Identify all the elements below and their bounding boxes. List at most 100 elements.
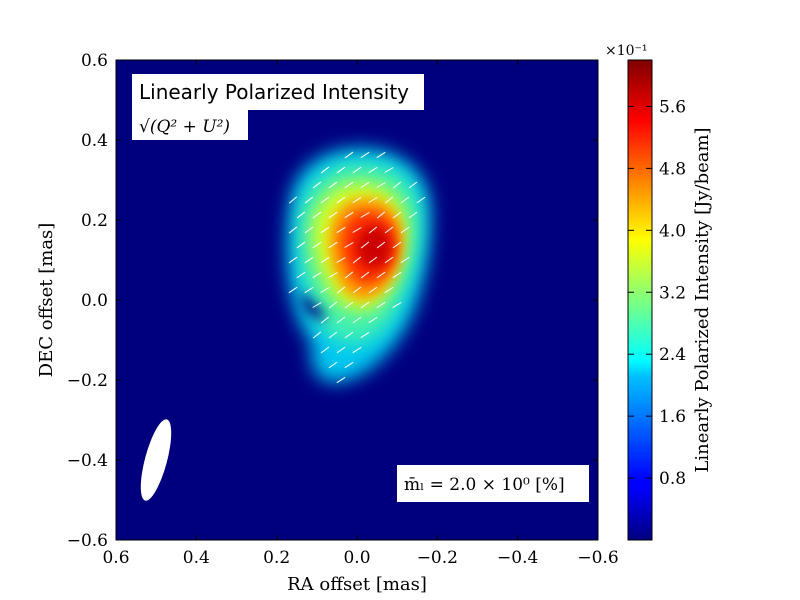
evpa-tick	[344, 331, 354, 339]
evpa-tick	[368, 166, 378, 174]
colorbar	[627, 59, 653, 541]
evpa-tick	[328, 241, 338, 249]
y-tick-label: 0.4	[81, 131, 108, 151]
y-axis-title: DEC offset [mas]	[36, 223, 57, 378]
evpa-tick	[352, 227, 362, 233]
colorbar-tick-label: 2.4	[659, 345, 686, 365]
evpa-tick	[352, 286, 362, 294]
evpa-tick	[296, 211, 306, 219]
evpa-tick	[344, 181, 354, 189]
colorbar-tick-label: 3.2	[659, 283, 686, 303]
evpa-tick	[312, 241, 322, 249]
evpa-tick	[296, 241, 306, 249]
x-tick-label: −0.4	[497, 548, 538, 568]
evpa-tick	[400, 226, 410, 234]
colorbar-tick-label: 4.8	[659, 159, 686, 179]
evpa-tick	[384, 167, 394, 173]
colorbar-tick-label: 1.6	[659, 407, 686, 427]
evpa-tick	[328, 361, 338, 369]
evpa-tick	[304, 256, 314, 264]
evpa-tick	[408, 181, 418, 189]
evpa-tick	[344, 361, 354, 369]
subtitle-box	[132, 110, 248, 140]
evpa-tick	[336, 316, 346, 324]
evpa-tick	[344, 242, 354, 248]
evpa-tick	[368, 226, 378, 234]
evpa-tick	[360, 241, 370, 249]
evpa-tick	[376, 211, 386, 219]
colorbar-tick-label: 0.8	[659, 469, 686, 489]
evpa-tick	[384, 196, 394, 204]
evpa-tick	[360, 181, 370, 189]
evpa-tick	[336, 257, 346, 263]
evpa-tick	[352, 346, 362, 354]
evpa-tick	[320, 316, 330, 324]
evpa-tick	[368, 197, 378, 203]
evpa-tick	[336, 376, 346, 384]
axis-ticks: 0.6 0.4 0.2 0.0 −0.2 −0.4 −0.6 −0.6 −0.4 −0.2 0.0 0…	[67, 51, 619, 568]
evpa-tick	[336, 286, 346, 294]
y-tick-label: −0.6	[67, 531, 108, 551]
evpa-tick	[336, 196, 346, 204]
evpa-tick	[360, 151, 370, 159]
evpa-vectors	[288, 151, 426, 384]
evpa-tick	[328, 181, 338, 189]
evpa-tick	[376, 271, 386, 279]
evpa-tick	[344, 271, 354, 279]
evpa-tick	[336, 346, 346, 354]
evpa-tick	[376, 301, 386, 309]
evpa-tick	[392, 301, 402, 309]
beam-ellipse	[140, 419, 172, 501]
chart-title: Linearly Polarized Intensity	[139, 80, 409, 104]
evpa-tick	[392, 271, 402, 279]
evpa-tick	[312, 271, 322, 279]
y-tick-label: 0.2	[81, 211, 108, 231]
evpa-tick	[352, 316, 362, 324]
evpa-tick	[400, 256, 410, 264]
stat-box	[397, 465, 589, 502]
evpa-tick	[304, 226, 314, 234]
evpa-tick	[360, 301, 370, 309]
evpa-tick	[320, 196, 330, 204]
x-tick-label: 0.6	[102, 548, 129, 568]
x-tick-label: 0.4	[183, 548, 210, 568]
evpa-tick	[408, 211, 418, 219]
evpa-tick	[320, 287, 330, 293]
evpa-tick	[392, 241, 402, 249]
evpa-tick	[368, 286, 378, 294]
evpa-tick	[360, 331, 370, 339]
evpa-tick	[400, 196, 410, 204]
evpa-tick	[376, 241, 386, 249]
x-tick-label: −0.6	[577, 548, 618, 568]
evpa-tick	[288, 286, 298, 294]
colorbar-tick-label: 4.0	[659, 221, 686, 241]
evpa-tick	[384, 286, 394, 294]
evpa-tick	[344, 301, 354, 309]
colorbar-label: Linearly Polarized Intensity [Jy/beam]	[692, 127, 713, 472]
y-tick-label: 0.6	[81, 51, 108, 71]
evpa-tick	[416, 196, 426, 204]
evpa-tick	[368, 316, 378, 324]
evpa-tick	[336, 166, 346, 174]
y-tick-label: −0.2	[67, 371, 108, 391]
evpa-tick	[376, 182, 386, 188]
evpa-tick	[312, 302, 322, 308]
evpa-tick	[296, 271, 306, 279]
evpa-tick	[288, 256, 298, 264]
evpa-tick	[392, 211, 402, 219]
evpa-tick	[304, 196, 314, 204]
evpa-tick	[288, 196, 298, 204]
evpa-tick	[328, 211, 338, 219]
evpa-tick	[376, 151, 386, 159]
evpa-tick	[336, 226, 346, 234]
y-tick-label: −0.4	[67, 451, 108, 471]
evpa-tick	[384, 256, 394, 264]
evpa-tick	[312, 181, 322, 189]
title-box	[132, 74, 424, 110]
colorbar-ticks: 0.8 1.6 2.4 3.2 4.0 4.8 5.6	[628, 97, 686, 489]
colorbar-tick-label: 5.6	[659, 97, 686, 117]
evpa-tick	[312, 211, 322, 219]
evpa-tick	[320, 166, 330, 174]
evpa-tick	[384, 226, 394, 234]
y-tick-label: 0.0	[81, 291, 108, 311]
